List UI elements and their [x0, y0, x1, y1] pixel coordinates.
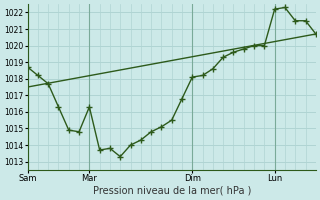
X-axis label: Pression niveau de la mer( hPa ): Pression niveau de la mer( hPa ) — [92, 186, 251, 196]
